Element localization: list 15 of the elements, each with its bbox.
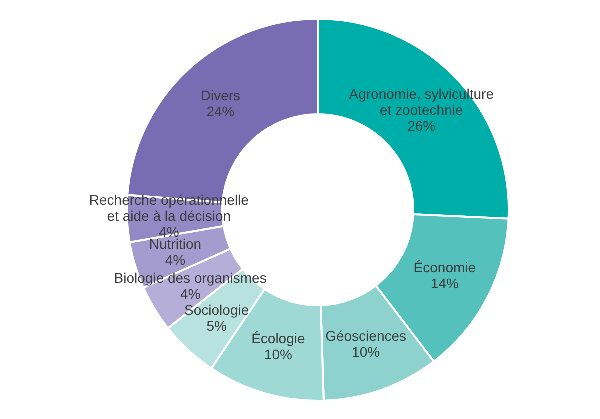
data-label: 5% [206, 318, 227, 334]
slice-label: Nutrition [149, 236, 202, 252]
slice-label: Biologie des organismes [114, 270, 267, 286]
slice-label: Sociologie [184, 302, 250, 318]
slice-label: Divers [200, 88, 241, 104]
data-label: 4% [165, 252, 186, 268]
slice-label: Écologie [252, 330, 306, 347]
data-label: 26% [408, 118, 436, 134]
slice-label: Économie [414, 259, 476, 276]
slice-label: Géosciences [326, 328, 407, 344]
data-label: 14% [430, 275, 459, 292]
data-label: 10% [352, 344, 380, 360]
data-label: 4% [180, 286, 201, 302]
data-label: 10% [264, 346, 292, 363]
data-label: 24% [206, 104, 235, 120]
